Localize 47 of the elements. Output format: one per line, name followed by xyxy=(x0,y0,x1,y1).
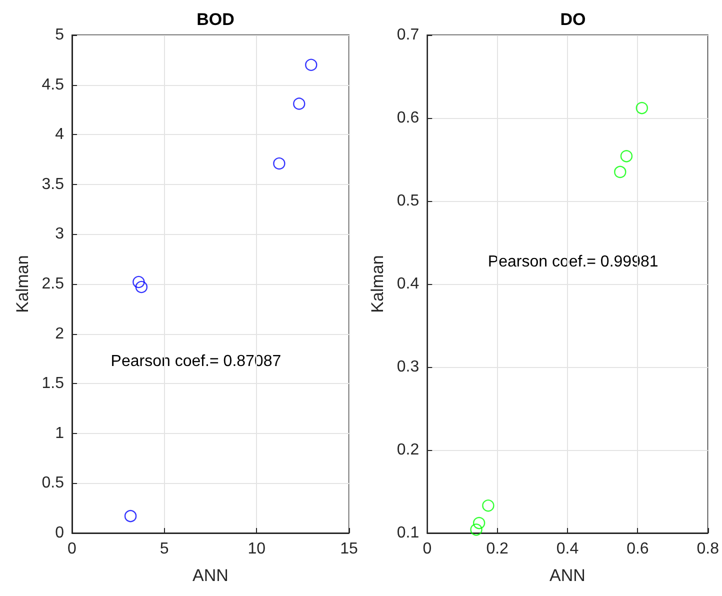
x-tick-label: 0.2 xyxy=(486,540,509,558)
y-tick-label: 5 xyxy=(55,26,64,44)
point xyxy=(124,510,137,522)
point xyxy=(472,516,486,530)
x-axis-title: ANN xyxy=(550,566,586,585)
annotation: Pearson coef.= 0.87087 xyxy=(110,353,282,370)
x-tick-label: 0 xyxy=(422,540,432,558)
point xyxy=(620,150,633,162)
y-tick-label: 0.2 xyxy=(396,442,420,458)
x-tick-label: 15 xyxy=(340,540,358,558)
point xyxy=(132,276,145,288)
annotation: Pearson coef.= 0.99981 xyxy=(488,254,658,271)
y-tick-label: 0.3 xyxy=(396,358,420,376)
point xyxy=(293,98,306,110)
x-tick-label: 10 xyxy=(248,540,266,558)
point xyxy=(135,280,148,294)
point xyxy=(273,157,286,170)
chart-title: DO xyxy=(560,10,586,29)
point xyxy=(614,166,626,178)
y-tick-label: 2 xyxy=(55,325,64,342)
y-tick-label: 4 xyxy=(55,126,64,144)
y-tick-label: 0 xyxy=(55,524,64,542)
x-axis-title: ANN xyxy=(192,566,228,585)
x-tick-label: 0.8 xyxy=(696,540,720,558)
y-tick-label: 0.6 xyxy=(396,110,420,126)
x-tick-label: 5 xyxy=(160,540,169,558)
point xyxy=(482,500,494,512)
y-tick-label: 4.5 xyxy=(42,76,64,94)
x-tick-label: 0 xyxy=(68,540,77,558)
y-tick-label: 0.4 xyxy=(396,276,420,292)
y-axis-title: Kalman xyxy=(368,255,387,313)
point xyxy=(470,524,482,536)
point xyxy=(305,58,318,71)
chart-title: BOD xyxy=(196,10,234,29)
y-tick-label: 2.5 xyxy=(42,276,64,292)
x-tick-label: 0.4 xyxy=(556,540,579,558)
y-tick-label: 1 xyxy=(55,424,64,442)
y-tick-label: 0.5 xyxy=(396,192,420,210)
y-tick-label: 0.7 xyxy=(396,26,420,44)
y-tick-label: 1.5 xyxy=(42,375,64,392)
x-tick-label: 0.6 xyxy=(626,540,649,558)
point xyxy=(636,102,648,114)
y-axis-title: Kalman xyxy=(12,255,32,313)
y-tick-label: 0.5 xyxy=(42,474,64,492)
y-tick-label: 3.5 xyxy=(42,176,64,193)
y-tick-label: 3 xyxy=(55,226,64,243)
y-tick-label: 0.1 xyxy=(396,524,420,542)
